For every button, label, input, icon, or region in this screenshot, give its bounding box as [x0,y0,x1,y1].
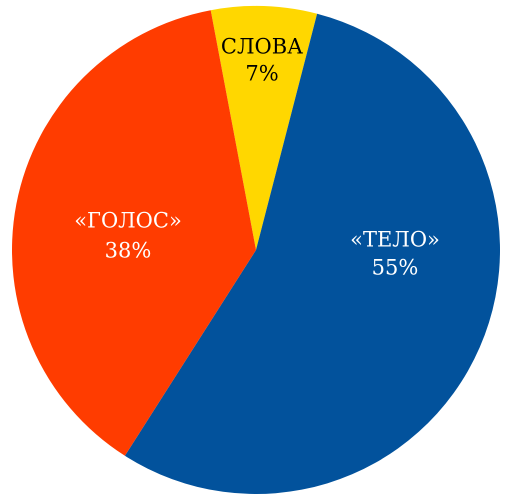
slice-value: 55% [372,256,419,280]
slice-label: СЛОВА [221,35,303,59]
pie-slice [12,10,257,456]
slice-value: 38% [105,239,152,263]
pie-slice [210,6,318,250]
slice-value: 7% [245,62,278,86]
slice-label: «ГОЛОС» [74,209,182,233]
slice-label: «ТЕЛО» [350,228,440,252]
pie-slice [124,13,501,495]
